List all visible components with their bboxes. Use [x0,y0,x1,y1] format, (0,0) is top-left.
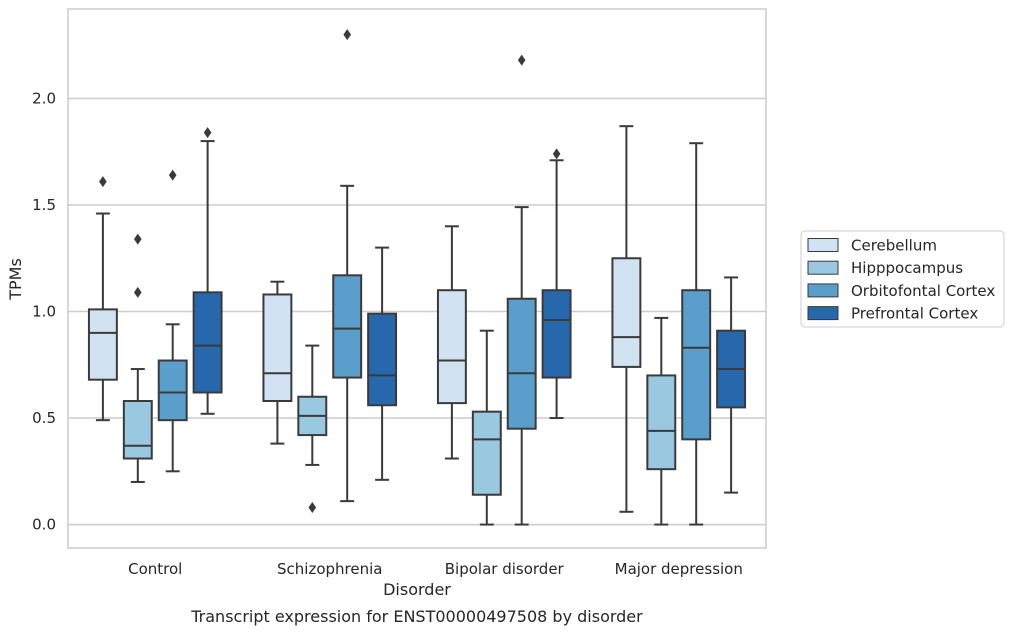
plot-frame [67,8,767,549]
box [611,257,642,368]
legend-item: Hipppocampus [807,259,963,277]
x-tick-labels: Control Schizophrenia Bipolar disorder Majo… [128,560,743,578]
legend-label: Hipppocampus [851,259,963,277]
y-tick-label: 0.0 [32,516,56,534]
outlier-point [134,233,142,245]
outlier-point [203,127,212,139]
box-group [332,29,363,503]
x-axis-label: Disorder [383,580,451,599]
outlier-point [308,502,317,514]
box [436,289,467,405]
legend-item: Prefrontal Cortex [807,305,978,323]
outlier-point [168,169,177,181]
y-axis-label: TPMs [6,258,25,301]
legend-label: Cerebellum [851,237,937,255]
x-tick-label: Major depression [615,560,743,578]
legend-frame [800,230,1005,328]
box-group [646,316,677,526]
y-tick-label: 2.0 [32,89,56,107]
legend-swatch [807,306,839,321]
legend-item: Orbitofontal Cortex [807,282,995,300]
box-group [471,329,502,526]
box [157,359,188,422]
outlier-point [343,29,351,41]
legend-item: Cerebellum [807,237,937,255]
legend-swatch [807,238,839,252]
box [87,308,118,381]
box-group [367,246,398,481]
legend-label: Prefrontal Cortex [851,305,978,323]
box [541,289,572,379]
box-group [192,127,223,415]
box-group [87,176,118,422]
y-tick-label: 0.5 [32,409,56,427]
box [646,374,677,471]
outlier-point [134,286,142,298]
y-tick-label: 1.5 [32,196,56,214]
legend-swatch [807,260,839,275]
box [367,312,398,407]
box [471,410,502,496]
box [332,274,363,379]
y-tick-label: 1.0 [32,303,56,321]
box-group [262,280,293,445]
box-group [611,125,642,513]
figure-caption: Transcript expression for ENST0000049750… [190,607,643,626]
box-group [297,344,328,514]
legend-swatch [807,283,839,298]
box-group [716,276,747,494]
outlier-point [99,176,107,188]
box [122,400,153,460]
legend: Cerebellum Hipppocampus Orbitofontal Corte… [800,230,1005,328]
legend-label: Orbitofontal Cortex [851,282,995,300]
box-group [122,233,153,483]
y-tick-labels: 0.0 0.5 1.0 1.5 2.0 [32,89,56,533]
x-tick-label: Bipolar disorder [445,560,565,578]
box-group [681,142,712,526]
box [506,297,537,430]
outlier-point [552,148,561,160]
x-tick-label: Control [128,560,182,578]
box-group [157,169,188,473]
box-group [436,225,467,460]
x-tick-label: Schizophrenia [277,560,382,578]
box [262,293,293,403]
outlier-point [517,54,526,66]
box-group [541,148,572,420]
box [681,289,712,441]
box [192,291,223,394]
box-group [506,54,537,526]
box-plots [87,29,747,526]
